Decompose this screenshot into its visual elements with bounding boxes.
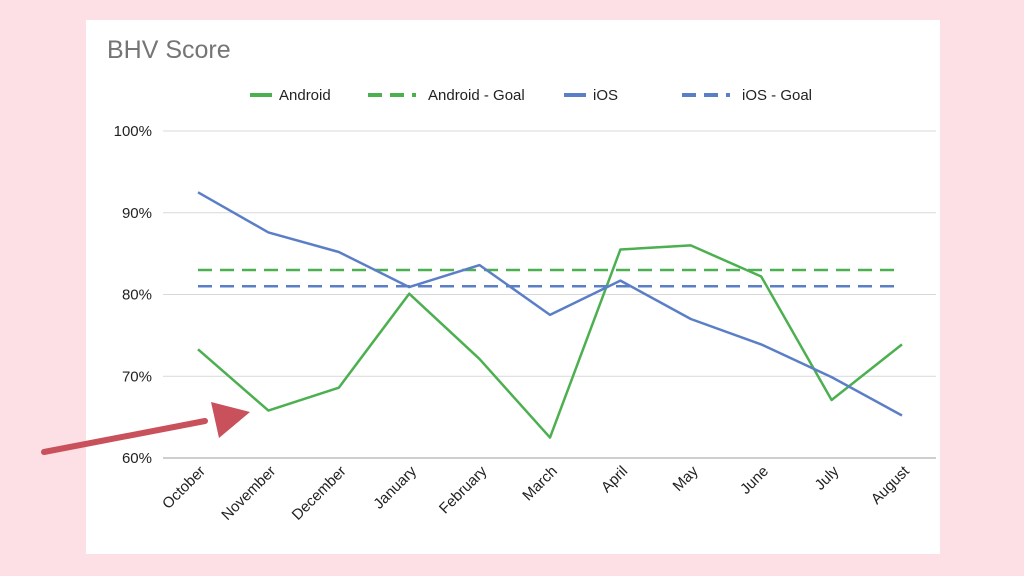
x-tick-label: December xyxy=(289,463,350,524)
chart-title: BHV Score xyxy=(107,36,231,64)
x-tick-label: April xyxy=(598,463,631,496)
x-tick-label: November xyxy=(218,463,279,524)
y-tick-label: 80% xyxy=(122,287,152,304)
x-tick-label: July xyxy=(812,462,843,493)
x-tick-label: June xyxy=(737,463,772,498)
legend-label-android-goal: Android - Goal xyxy=(428,87,525,104)
annotation-arrow-shaft xyxy=(41,418,208,455)
x-tick-label: February xyxy=(436,462,491,517)
y-tick-label: 100% xyxy=(114,123,152,140)
legend-label-ios: iOS xyxy=(593,87,618,104)
x-tick-label: May xyxy=(670,462,702,494)
x-tick-label: January xyxy=(370,462,420,512)
series-lines xyxy=(197,191,903,439)
series-line-android xyxy=(197,244,903,439)
legend-label-android: Android xyxy=(279,87,331,104)
x-tick-label: October xyxy=(159,463,209,513)
legend-label-ios-goal: iOS - Goal xyxy=(742,87,812,104)
x-axis-ticks: October November December January February Ma… xyxy=(159,462,913,524)
legend: Android Android - Goal iOS iOS - Goal xyxy=(250,87,812,104)
annotation-arrow-head xyxy=(211,402,250,438)
annotation xyxy=(41,402,250,455)
y-tick-label: 70% xyxy=(122,368,152,385)
y-tick-label: 60% xyxy=(122,450,152,467)
x-tick-label: August xyxy=(868,462,914,508)
series-line-ios xyxy=(197,191,903,417)
gridlines xyxy=(163,130,936,459)
x-tick-label: March xyxy=(519,463,560,504)
y-tick-label: 90% xyxy=(122,205,152,222)
y-axis-ticks: 100% 90% 80% 70% 60% xyxy=(114,123,152,467)
